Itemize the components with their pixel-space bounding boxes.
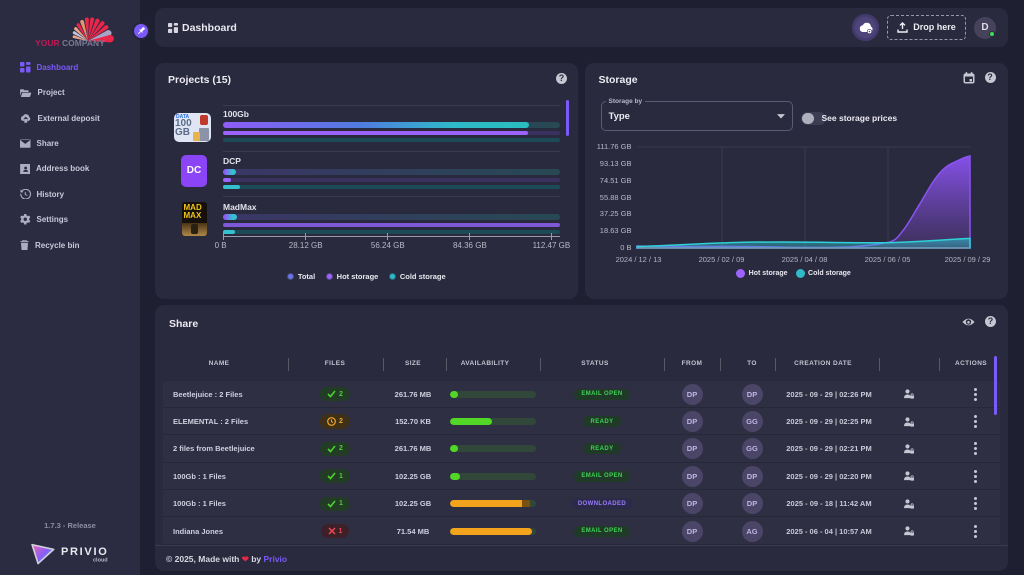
svg-text:cloud: cloud bbox=[93, 558, 108, 564]
svg-text:PRIVIO: PRIVIO bbox=[61, 546, 109, 558]
